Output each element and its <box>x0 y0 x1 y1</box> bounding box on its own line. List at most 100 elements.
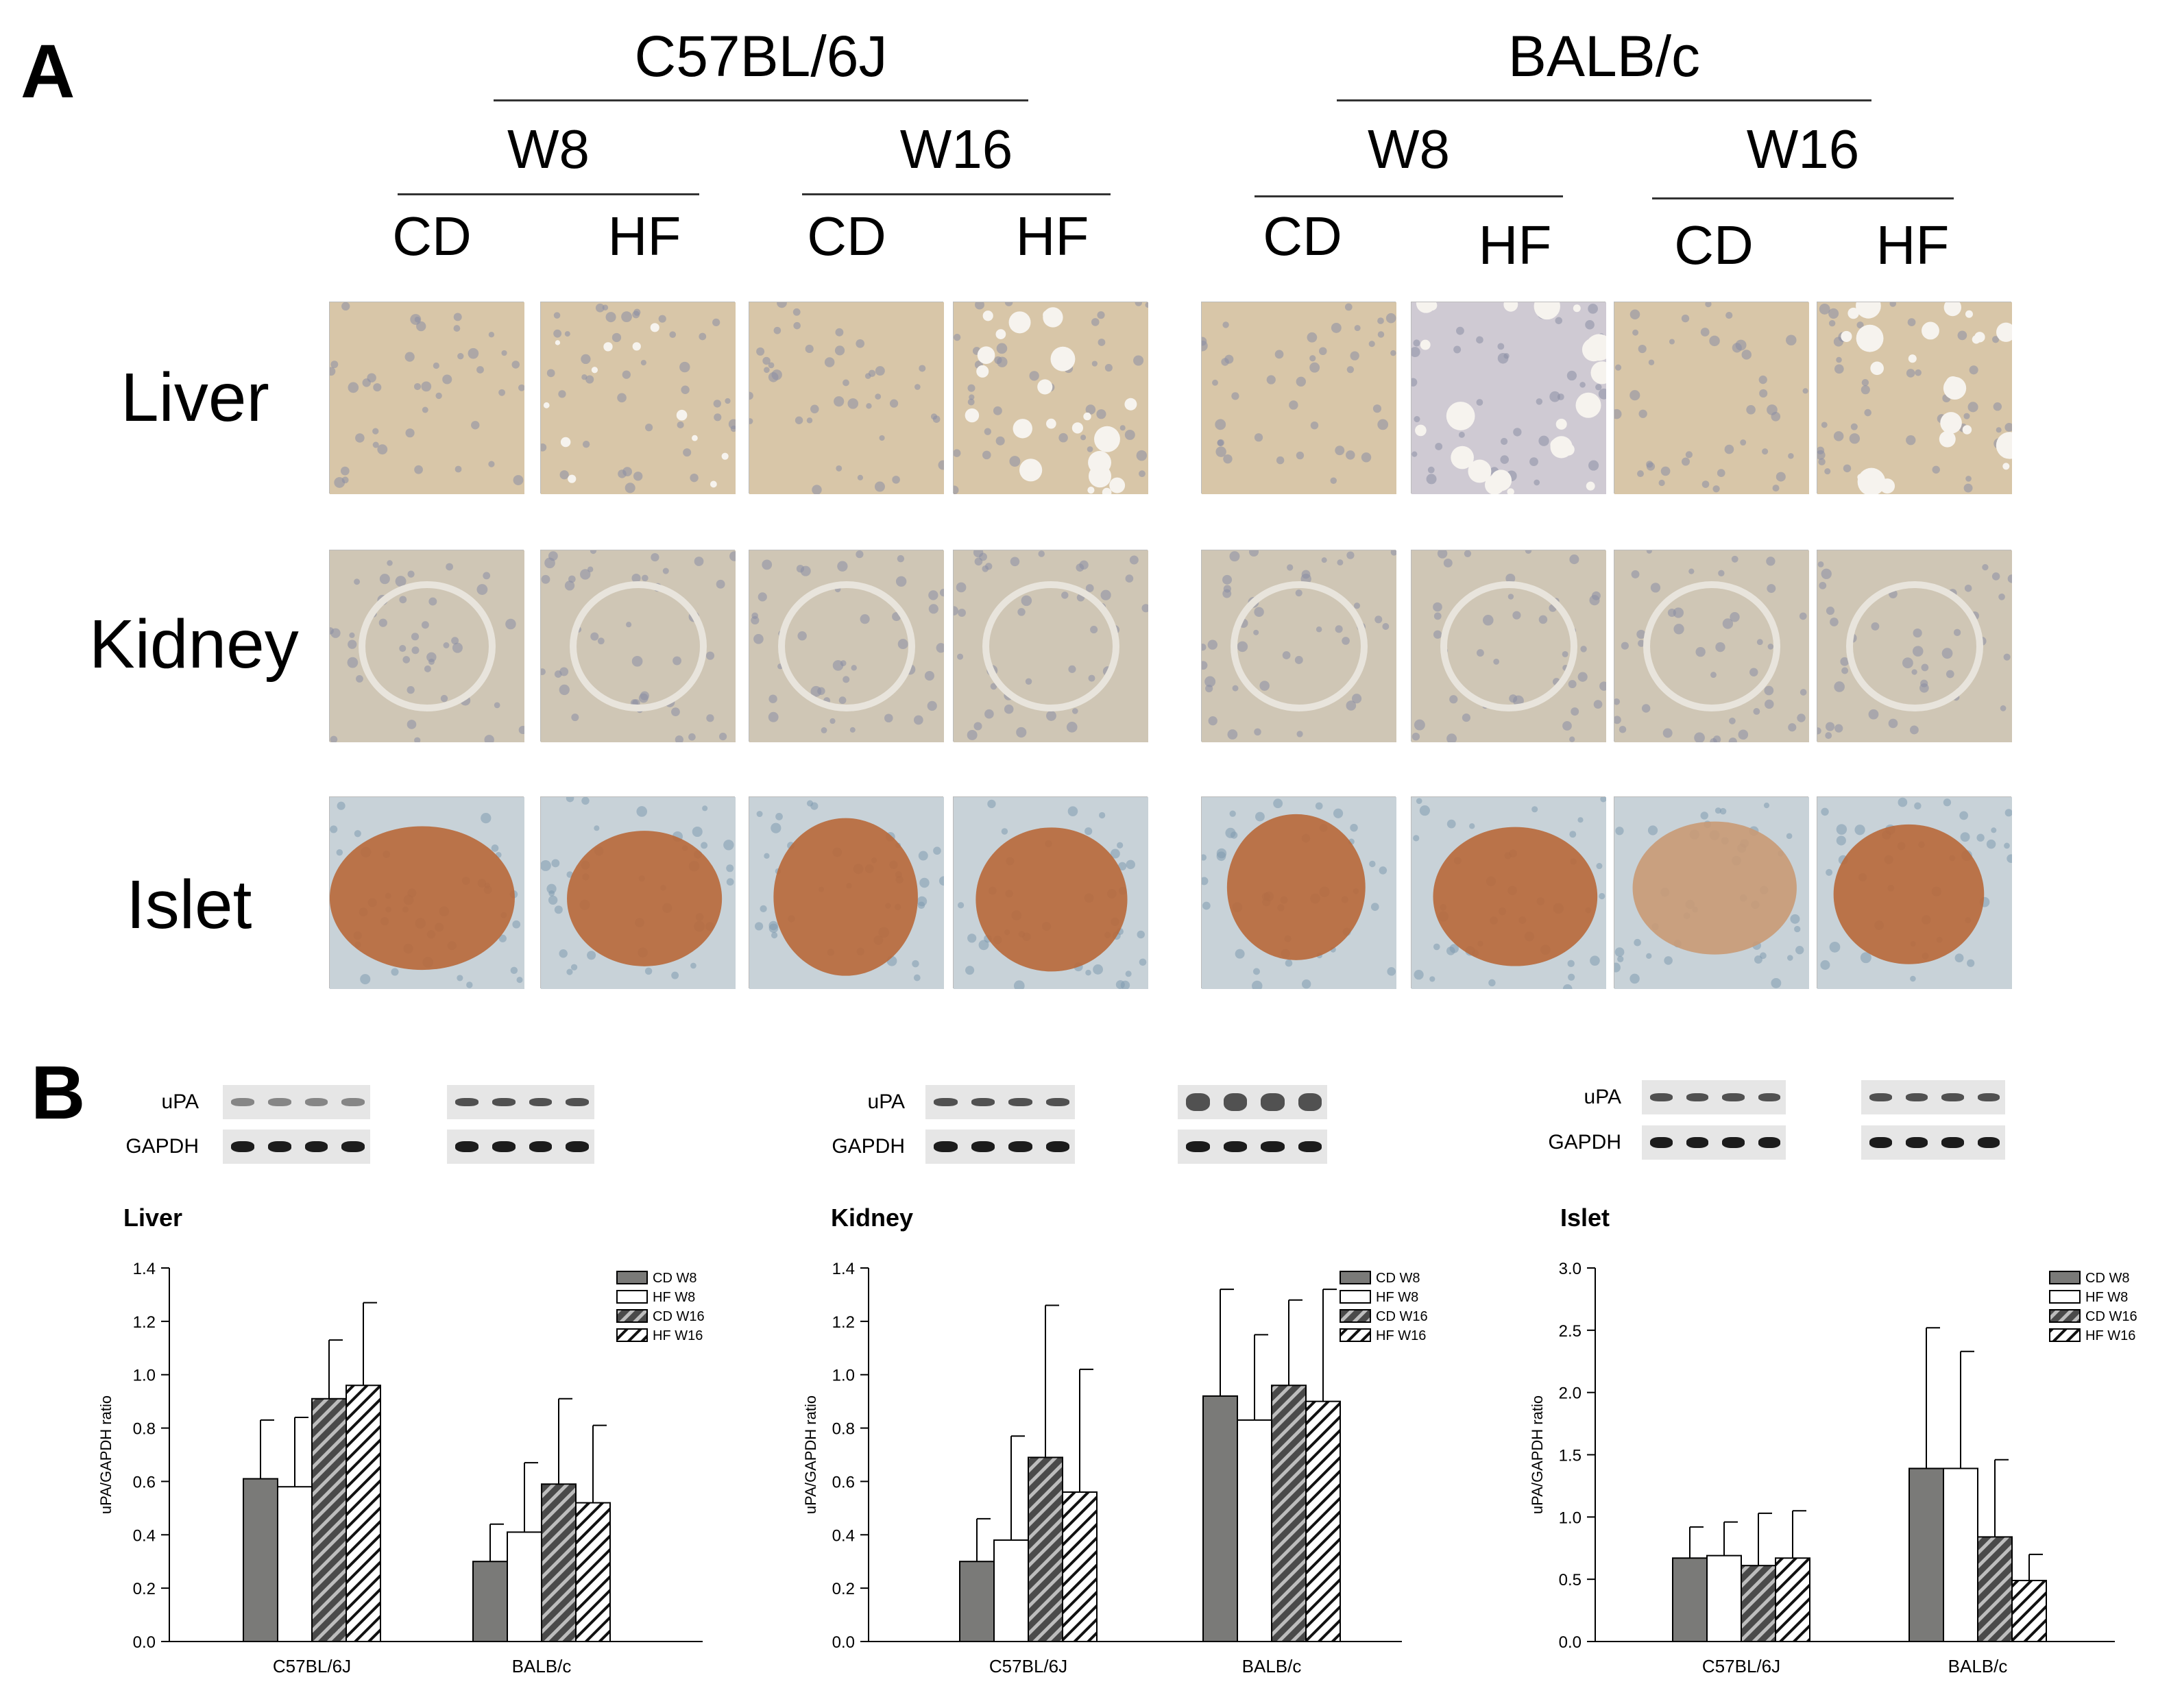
blot-band <box>1905 1093 1928 1101</box>
legend-label: CD W8 <box>1376 1271 1420 1286</box>
legend-swatch <box>616 1290 648 1304</box>
blot-label-upa-1: uPA <box>161 1090 199 1113</box>
histology-tile-liver-6 <box>1409 293 1614 496</box>
bar-cd-w8 <box>1909 1467 1944 1643</box>
blot-strip-gapdh-3-1 <box>1642 1125 1786 1160</box>
chart-title-islet: Islet <box>1560 1204 1610 1232</box>
blot-label-gapdh-3: GAPDH <box>1548 1131 1621 1154</box>
diet-hf-1: HF <box>607 206 681 267</box>
legend-swatch <box>616 1328 648 1342</box>
y-tick-label: 1.0 <box>133 1367 156 1385</box>
bar-hf-w8 <box>277 1486 313 1643</box>
y-tick-label: 2.0 <box>1559 1384 1582 1403</box>
histology-tile-kidney-5 <box>1198 546 1398 742</box>
blot-band <box>341 1098 365 1106</box>
blot-strip-upa-2-2 <box>1178 1085 1327 1119</box>
legend-swatch <box>1340 1271 1371 1284</box>
histology-tile-kidney-6 <box>1411 547 1609 744</box>
category-label: C57BL/6J <box>989 1656 1067 1676</box>
week-header-balb-w8: W8 <box>1368 119 1450 180</box>
legend-label: HF W8 <box>2085 1290 2128 1305</box>
blot-label-upa-3: uPA <box>1584 1086 1621 1108</box>
y-tick-label: 2.5 <box>1559 1322 1582 1341</box>
bar-hf-w8 <box>1706 1554 1742 1642</box>
week-header-balb-w16: W16 <box>1746 119 1860 180</box>
bar-cd-w16 <box>1977 1536 2013 1642</box>
histology-tile-islet-4 <box>953 796 1148 992</box>
blot-band <box>1650 1137 1673 1148</box>
blot-band <box>1722 1093 1745 1101</box>
chart-title-kidney: Kidney <box>831 1204 914 1232</box>
bar-cd-w16 <box>1028 1456 1063 1642</box>
diet-hf-3: HF <box>1478 215 1552 276</box>
y-tick-label: 0.0 <box>1559 1633 1582 1652</box>
category-label: BALB/c <box>1948 1656 2008 1676</box>
y-tick-label: 0.4 <box>133 1526 156 1545</box>
blot-band <box>1977 1093 2000 1101</box>
blot-band <box>971 1141 995 1152</box>
blot-band <box>934 1141 958 1152</box>
legend-label: HF W16 <box>1376 1328 1426 1343</box>
blot-band <box>1941 1093 1964 1101</box>
bar-hf-w16 <box>346 1384 381 1643</box>
legend-label: HF W8 <box>653 1290 695 1305</box>
legend-label: HF W16 <box>2085 1328 2135 1343</box>
bar-hf-w16 <box>2011 1579 2047 1643</box>
bar-cd-w16 <box>311 1398 347 1642</box>
blot-band <box>1869 1093 1892 1101</box>
blot-band <box>1008 1141 1032 1152</box>
blot-strip-gapdh-3-2 <box>1861 1125 2005 1160</box>
histology-tile-kidney-3 <box>749 550 948 742</box>
blot-strip-gapdh-2-1 <box>925 1130 1075 1164</box>
blot-band <box>1298 1141 1322 1152</box>
blot-band <box>1758 1093 1780 1101</box>
blot-strip-upa-1-2 <box>447 1085 594 1119</box>
strain-header-balb: BALB/c <box>1507 24 1701 88</box>
blot-band <box>971 1098 995 1106</box>
bar-hf-w8 <box>507 1531 542 1642</box>
y-tick-label: 0.5 <box>1559 1571 1582 1589</box>
blot-band <box>529 1141 553 1152</box>
chart-title-liver: Liver <box>123 1204 183 1232</box>
blot-band <box>1686 1137 1708 1148</box>
bar-hf-w8 <box>993 1539 1029 1643</box>
blot-strip-gapdh-1-2 <box>447 1130 594 1164</box>
blot-band <box>304 1141 328 1152</box>
bar-cd-w8 <box>243 1478 278 1642</box>
y-tick-label: 3.0 <box>1559 1260 1582 1278</box>
y-axis-label: uPA/GAPDH ratio <box>97 1395 114 1514</box>
y-axis-label: uPA/GAPDH ratio <box>1529 1395 1546 1514</box>
legend-label: CD W16 <box>2085 1309 2137 1324</box>
blot-band <box>1650 1093 1673 1101</box>
y-tick-label: 1.2 <box>832 1313 855 1332</box>
y-tick-label: 1.4 <box>133 1260 156 1278</box>
blot-band <box>1686 1093 1708 1101</box>
histology-tile-islet-1 <box>329 796 524 989</box>
blot-band <box>304 1098 328 1106</box>
bar-cd-w16 <box>541 1483 577 1643</box>
diet-cd-3: CD <box>1263 206 1342 267</box>
blot-strip-upa-2-1 <box>925 1085 1075 1119</box>
y-tick-label: 0.0 <box>832 1633 855 1652</box>
tissue-label-kidney: Kidney <box>89 606 299 683</box>
blot-band <box>529 1098 553 1106</box>
y-tick-label: 0.0 <box>133 1633 156 1652</box>
histology-tile-liver-5 <box>1197 302 1396 494</box>
bar-cd-w8 <box>959 1561 995 1643</box>
bar-hf-w8 <box>1237 1419 1272 1642</box>
blot-band <box>455 1098 478 1106</box>
diet-hf-2: HF <box>1015 206 1089 267</box>
blot-band <box>566 1141 589 1152</box>
histology-tile-islet-2 <box>540 794 736 989</box>
legend-label: HF W8 <box>1376 1290 1418 1305</box>
blot-band <box>1223 1141 1247 1152</box>
category-label: BALB/c <box>512 1656 572 1676</box>
week-rule-c57-w16 <box>802 193 1111 195</box>
blot-label-gapdh-1: GAPDH <box>125 1135 199 1158</box>
tissue-label-islet: Islet <box>126 866 252 943</box>
legend-swatch <box>616 1309 648 1323</box>
blot-band <box>231 1141 254 1152</box>
blot-strip-gapdh-1-1 <box>223 1130 370 1164</box>
histology-tile-liver-3 <box>745 297 948 495</box>
legend-label: CD W8 <box>653 1271 696 1286</box>
